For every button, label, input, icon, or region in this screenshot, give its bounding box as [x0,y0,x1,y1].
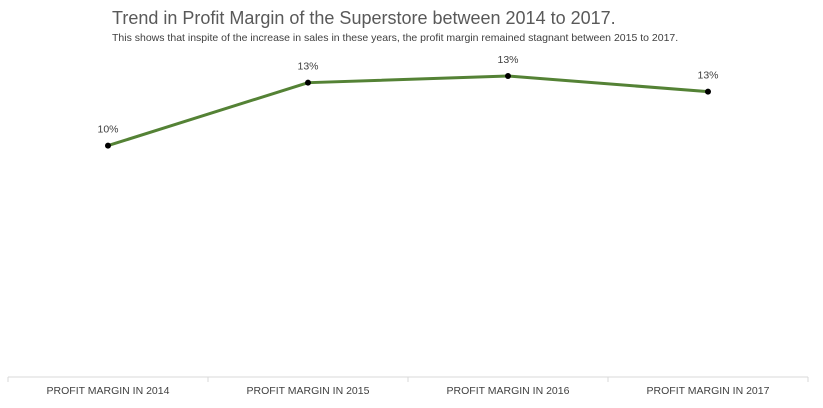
data-point [705,88,711,95]
x-tick-label: PROFIT MARGIN IN 2014 [47,385,170,397]
data-point [305,79,311,86]
x-tick-label: PROFIT MARGIN IN 2017 [647,385,770,397]
data-label: 13% [497,54,518,66]
x-tick-label: PROFIT MARGIN IN 2016 [447,385,570,397]
data-point [105,142,111,149]
data-label: 10% [97,124,118,136]
data-point [505,72,511,79]
chart-subtitle: This shows that inspite of the increase … [112,32,679,44]
chart-title: Trend in Profit Margin of the Superstore… [112,8,616,28]
x-tick-label: PROFIT MARGIN IN 2015 [247,385,370,397]
data-label: 13% [697,70,718,82]
data-label: 13% [297,61,318,73]
series-line [106,74,710,148]
